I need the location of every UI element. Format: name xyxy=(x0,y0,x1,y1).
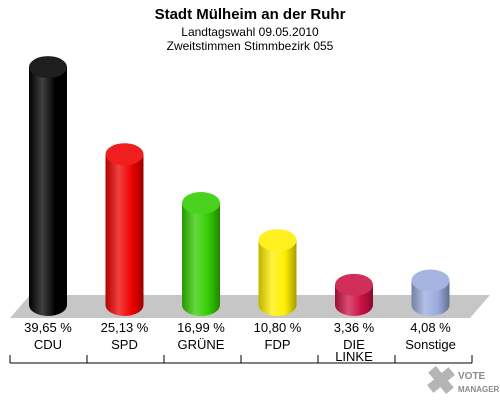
bar-top-sonstige xyxy=(411,269,450,292)
bar-sonstige xyxy=(411,269,450,316)
bar-gr-ne xyxy=(182,192,220,316)
chart-subtitle-district: Zweitstimmen Stimmbezirk 055 xyxy=(167,39,334,53)
bar-body-gr-ne xyxy=(182,203,220,316)
category-label-spd: SPD xyxy=(111,337,138,352)
category-label-gr-ne: GRÜNE xyxy=(178,337,225,352)
bar-top-gr-ne xyxy=(182,192,220,215)
category-axis xyxy=(9,355,473,364)
category-label-cdu: CDU xyxy=(34,337,62,352)
logo-vote-text: VOTE xyxy=(458,371,486,382)
bar-body-fdp xyxy=(258,240,297,316)
value-label-gr-ne: 16,99 % xyxy=(177,320,225,335)
value-label-sonstige: 4,08 % xyxy=(410,320,451,335)
bars-layer xyxy=(29,56,450,316)
bar-spd xyxy=(105,143,144,316)
value-label-die-linke: 3,36 % xyxy=(334,320,375,335)
bar-fdp xyxy=(258,229,297,316)
logo-manager-text: MANAGER xyxy=(458,385,500,394)
vote-manager-logo: VOTE MANAGER xyxy=(427,366,500,394)
bar-top-spd xyxy=(105,143,144,166)
category-label-fdp: FDP xyxy=(265,337,291,352)
bar-die-linke xyxy=(335,273,373,316)
category-label-die-linke: DIE LINKE xyxy=(335,337,373,364)
chart-subtitle-date: Landtagswahl 09.05.2010 xyxy=(181,25,319,39)
bar-top-cdu xyxy=(29,56,67,79)
value-label-spd: 25,13 % xyxy=(101,320,149,335)
bar-top-die-linke xyxy=(335,273,373,296)
bar-body-spd xyxy=(105,154,144,316)
value-label-cdu: 39,65 % xyxy=(24,320,72,335)
labels-layer: 39,65 % CDU 25,13 % SPD 16,99 % GRÜNE 10,80 % F… xyxy=(24,320,456,364)
value-label-fdp: 10,80 % xyxy=(254,320,302,335)
bar-top-fdp xyxy=(258,229,297,252)
bar-body-cdu xyxy=(29,67,67,316)
bar-cdu xyxy=(29,56,67,316)
chart-title: Stadt Mülheim an der Ruhr xyxy=(155,6,346,23)
category-label-sonstige: Sonstige xyxy=(405,337,456,352)
checkmark-logo-icon xyxy=(427,366,455,394)
